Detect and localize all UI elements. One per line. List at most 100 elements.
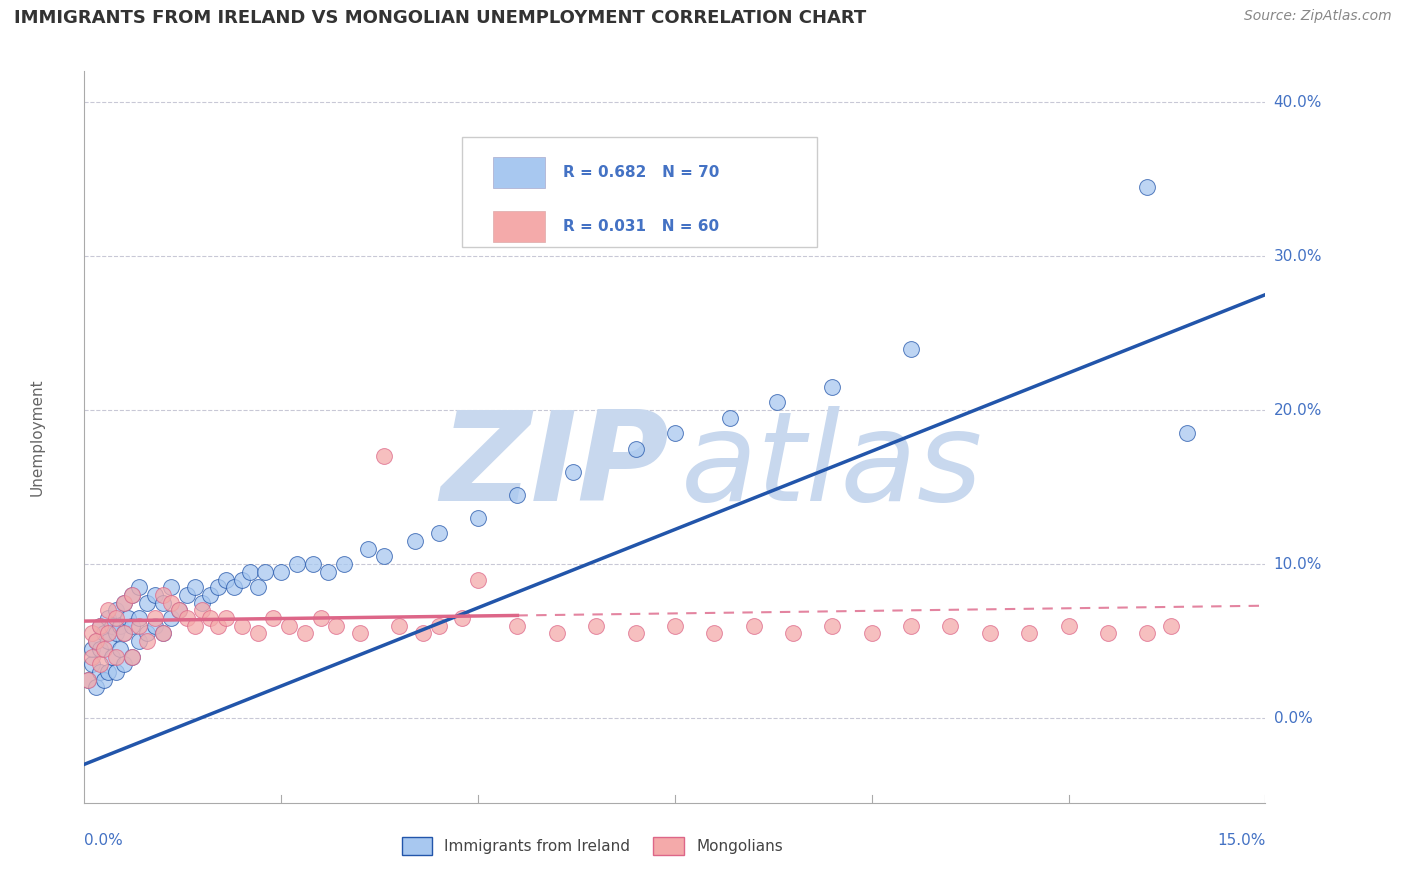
Point — [1057, 618, 1080, 632]
Point — [349, 626, 371, 640]
Point — [104, 603, 127, 617]
Point — [357, 541, 380, 556]
Point — [215, 611, 238, 625]
Point — [294, 626, 316, 640]
Point — [89, 657, 111, 672]
Point — [200, 611, 222, 625]
Point — [84, 634, 107, 648]
Point — [239, 565, 262, 579]
Point — [412, 626, 434, 640]
Point — [766, 395, 789, 409]
Point — [160, 611, 183, 625]
Point — [136, 634, 159, 648]
Point — [246, 626, 269, 640]
Point — [900, 618, 922, 632]
Point — [112, 596, 135, 610]
Point — [624, 626, 647, 640]
Point — [176, 611, 198, 625]
Point — [143, 588, 166, 602]
Point — [121, 588, 143, 602]
Text: Source: ZipAtlas.com: Source: ZipAtlas.com — [1244, 9, 1392, 23]
Text: atlas: atlas — [681, 406, 983, 527]
Point — [821, 380, 844, 394]
Point — [101, 649, 124, 664]
Text: 40.0%: 40.0% — [1274, 95, 1322, 110]
Point — [254, 565, 277, 579]
Point — [84, 634, 107, 648]
Point — [112, 626, 135, 640]
Point — [585, 618, 607, 632]
Point — [108, 641, 131, 656]
Point — [309, 611, 332, 625]
Point — [89, 665, 111, 679]
Point — [782, 626, 804, 640]
Text: R = 0.031   N = 60: R = 0.031 N = 60 — [562, 219, 718, 234]
Text: ZIP: ZIP — [440, 406, 669, 527]
Text: Unemployment: Unemployment — [30, 378, 45, 496]
Point — [506, 618, 529, 632]
Point — [89, 618, 111, 632]
FancyBboxPatch shape — [494, 157, 546, 187]
Point — [117, 611, 139, 625]
Point — [89, 618, 111, 632]
Point — [222, 580, 245, 594]
Point — [215, 573, 238, 587]
Point — [285, 557, 308, 571]
Point — [93, 626, 115, 640]
Point — [231, 618, 253, 632]
Point — [104, 665, 127, 679]
Point — [176, 588, 198, 602]
Point — [246, 580, 269, 594]
Point — [152, 596, 174, 610]
Point — [451, 611, 474, 625]
Point — [136, 596, 159, 610]
Point — [167, 603, 190, 617]
Point — [112, 626, 135, 640]
Point — [82, 641, 104, 656]
Point — [427, 618, 450, 632]
Point — [128, 634, 150, 648]
Point — [191, 603, 214, 617]
Text: 0.0%: 0.0% — [84, 833, 124, 848]
FancyBboxPatch shape — [494, 211, 546, 242]
Point — [121, 618, 143, 632]
Point — [82, 649, 104, 664]
Point — [89, 641, 111, 656]
Point — [93, 673, 115, 687]
Point — [191, 596, 214, 610]
FancyBboxPatch shape — [463, 137, 817, 247]
Point — [167, 603, 190, 617]
Point — [1175, 426, 1198, 441]
Text: R = 0.682   N = 70: R = 0.682 N = 70 — [562, 165, 718, 180]
Point — [128, 580, 150, 594]
Point — [121, 649, 143, 664]
Point — [427, 526, 450, 541]
Legend: Immigrants from Ireland, Mongolians: Immigrants from Ireland, Mongolians — [395, 831, 789, 861]
Point — [624, 442, 647, 456]
Point — [84, 681, 107, 695]
Point — [207, 618, 229, 632]
Point — [128, 618, 150, 632]
Point — [467, 573, 489, 587]
Point — [231, 573, 253, 587]
Point — [136, 626, 159, 640]
Point — [742, 618, 765, 632]
Point — [97, 634, 120, 648]
Point — [128, 611, 150, 625]
Point — [200, 588, 222, 602]
Point — [1018, 626, 1040, 640]
Point — [939, 618, 962, 632]
Point — [467, 511, 489, 525]
Point — [77, 673, 100, 687]
Point — [821, 618, 844, 632]
Point — [270, 565, 292, 579]
Point — [97, 611, 120, 625]
Point — [262, 611, 284, 625]
Point — [373, 450, 395, 464]
Point — [404, 534, 426, 549]
Text: 10.0%: 10.0% — [1274, 557, 1322, 572]
Point — [388, 618, 411, 632]
Point — [104, 626, 127, 640]
Point — [1097, 626, 1119, 640]
Point — [1136, 179, 1159, 194]
